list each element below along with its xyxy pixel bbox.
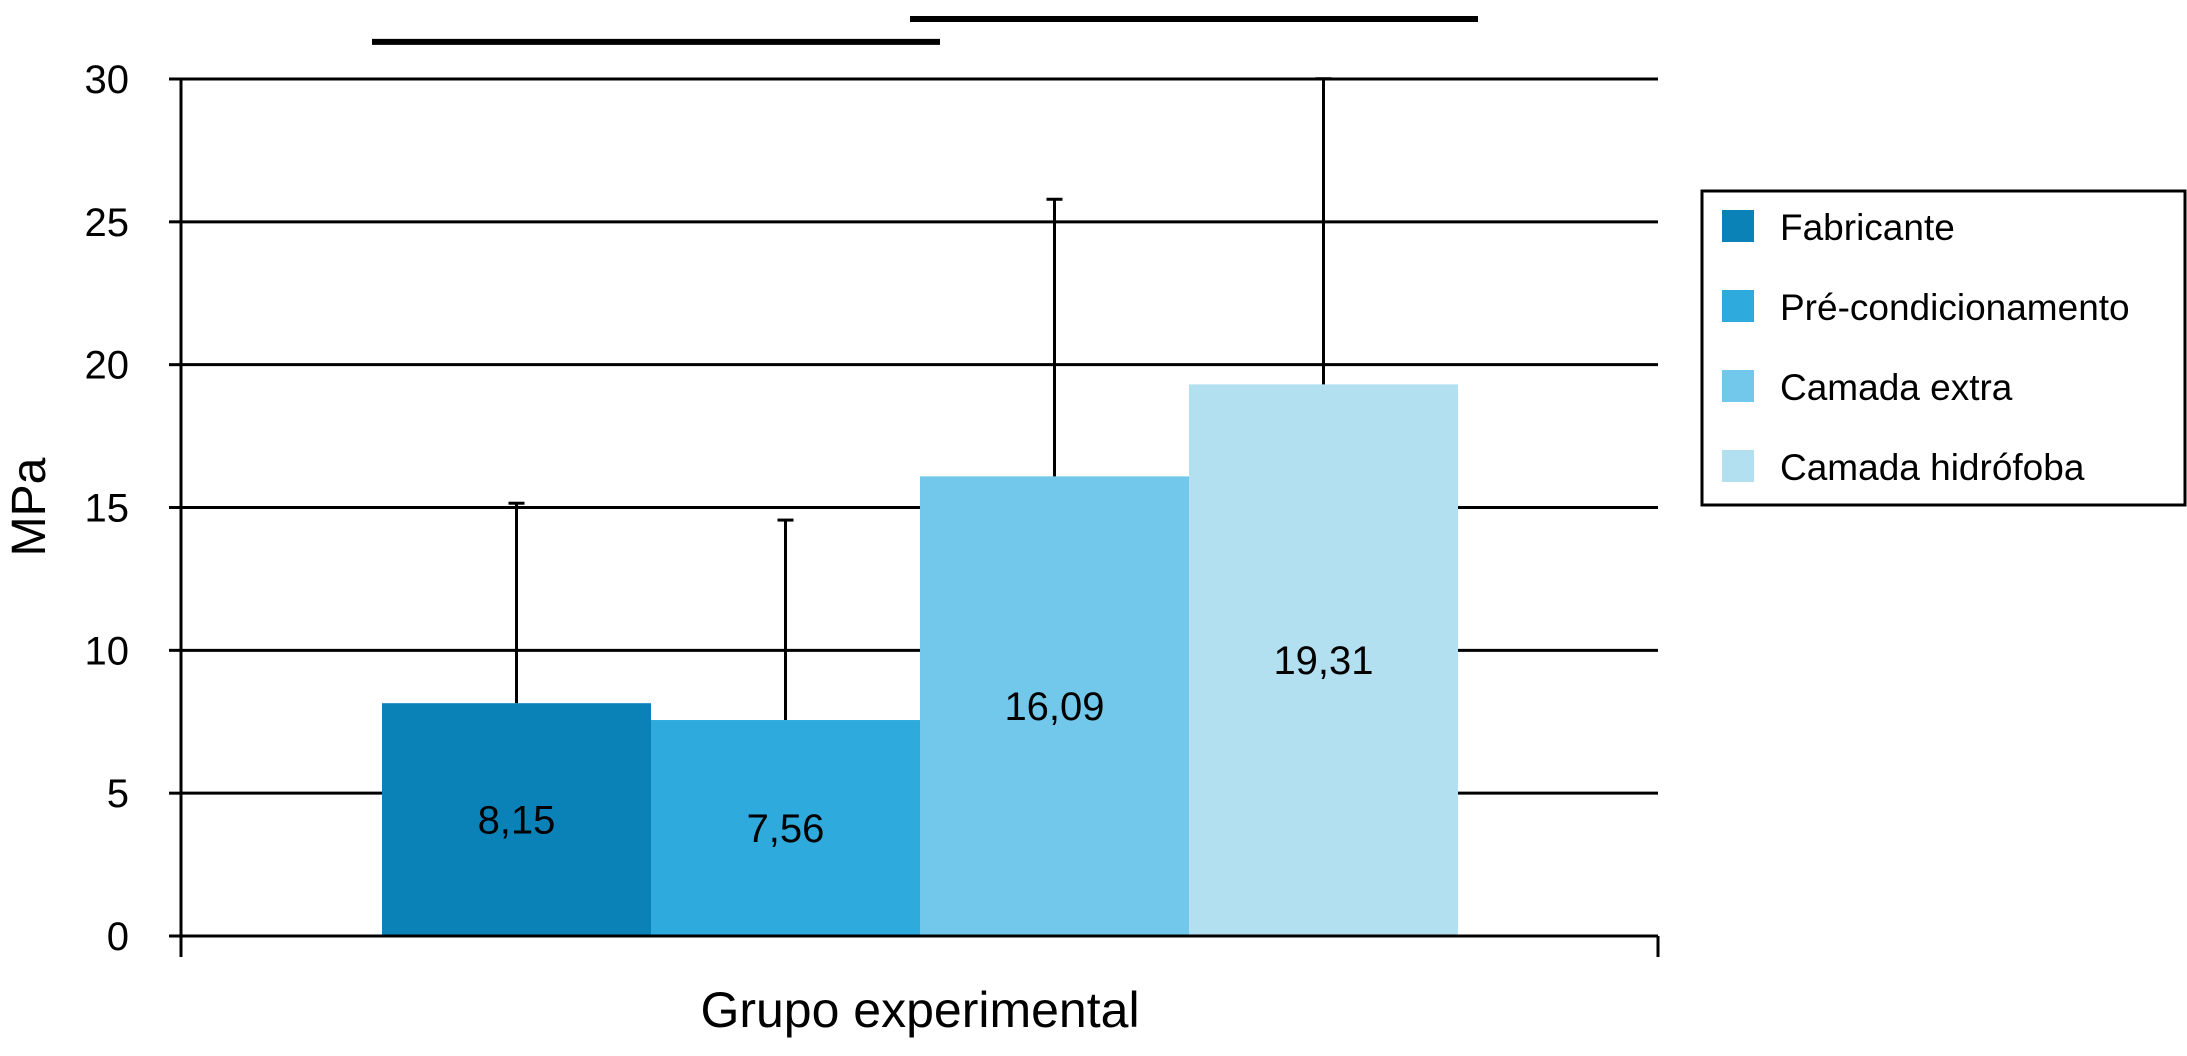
bar [1189,384,1458,936]
y-tick-label: 5 [107,772,129,816]
legend-box [1700,189,2187,507]
y-axis-label: MPa [3,457,56,556]
legend-swatch [1722,370,1754,402]
bars [382,384,1458,936]
bar-value-labels: 8,15 7,56 16,09 19,31 [478,639,1374,851]
y-tick-label: 30 [85,58,130,102]
significance-bars [372,16,1478,45]
x-axis-label: Grupo experimental [700,982,1139,1038]
error-bars [508,77,1332,721]
bar-value-label: 8,15 [478,799,556,843]
legend-items: Fabricante Pré-condicionamento Camada extr… [1722,207,2130,488]
legend: Fabricante Pré-condicionamento Camada extr… [1700,189,2187,507]
bar-value-label: 19,31 [1273,639,1373,683]
bar [920,476,1189,936]
y-tick-label: 0 [107,915,129,959]
legend-swatch [1722,290,1754,322]
y-tick-label: 15 [85,487,130,531]
bar [651,720,920,936]
y-tick-labels: 0 5 10 15 20 25 30 [85,58,130,959]
legend-label: Pré-condicionamento [1780,287,2130,328]
bar [382,703,651,936]
legend-swatch [1722,450,1754,482]
axes [179,79,1660,957]
y-tick-label: 10 [85,629,130,673]
legend-label: Camada hidrófoba [1780,447,2085,488]
legend-label: Camada extra [1780,367,2013,408]
bar-value-label: 7,56 [747,807,825,851]
legend-swatch [1722,210,1754,242]
y-tick-label: 20 [85,344,130,388]
bar-value-label: 16,09 [1004,685,1104,729]
legend-label: Fabricante [1780,207,1955,248]
y-tick-label: 25 [85,201,130,245]
